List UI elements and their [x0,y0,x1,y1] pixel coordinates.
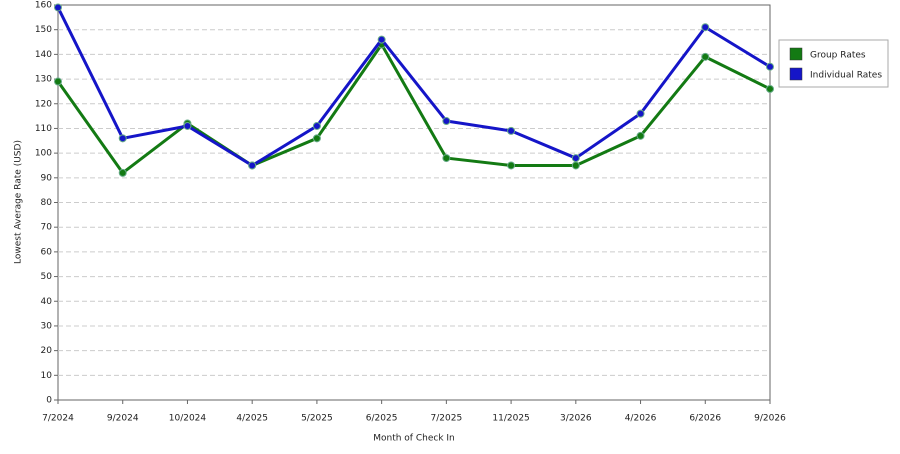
data-point [442,154,451,163]
y-tick-label: 50 [41,272,53,282]
legend-swatch [789,47,803,61]
y-tick-label: 30 [41,321,53,331]
data-point [118,168,127,177]
series-line [56,43,771,175]
x-tick-label: 10/2024 [169,414,207,424]
y-tick-label: 0 [46,396,52,406]
y-tick-label: 60 [41,247,53,257]
y-tick-label: 90 [41,173,53,183]
legend-label: Group Rates [810,51,866,61]
data-point [377,35,386,44]
y-tick-label: 40 [41,297,53,307]
x-tick-label: 11/2025 [492,414,529,424]
y-tick-label: 120 [35,99,52,109]
data-point [118,134,127,143]
x-tick-label: 7/2024 [42,414,74,424]
data-point [312,134,321,143]
y-tick-label: 130 [35,75,52,85]
legend-swatch [789,67,803,81]
data-point [636,131,645,140]
data-point [701,52,710,61]
x-tick-label: 4/2025 [236,414,268,424]
data-point [507,161,516,170]
y-axis-label: Lowest Average Rate (USD) [14,140,24,264]
data-point [54,3,62,12]
legend-label: Individual Rates [810,71,882,81]
y-tick-label: 100 [35,149,52,159]
data-point [766,84,774,93]
x-tick-label: 9/2026 [754,414,786,424]
data-point [571,154,580,163]
x-tick-label: 5/2025 [301,414,333,424]
data-point [183,121,192,130]
y-tick-label: 140 [35,50,52,60]
y-tick-label: 10 [41,371,53,381]
x-tick-label: 6/2026 [689,414,721,424]
y-tick-label: 150 [35,25,52,35]
x-tick-label: 6/2025 [366,414,398,424]
data-point [248,161,257,170]
x-tick-label: 7/2025 [431,414,463,424]
data-point [442,117,451,126]
y-tick-label: 20 [41,346,53,356]
y-tick-label: 70 [41,223,53,233]
y-tick-label: 80 [41,198,53,208]
y-tick-label: 110 [35,124,52,134]
data-point [766,62,774,71]
x-axis-label: Month of Check In [373,434,455,444]
x-tick-label: 4/2026 [625,414,657,424]
data-point [636,109,645,118]
data-point [701,23,710,32]
y-tick-label: 160 [35,1,52,11]
data-point [571,161,580,170]
series-line [56,6,771,167]
data-point [312,121,321,130]
x-tick-label: 9/2024 [107,414,139,424]
data-point [54,77,62,86]
x-tick-label: 3/2026 [560,414,592,424]
data-point [507,126,516,135]
